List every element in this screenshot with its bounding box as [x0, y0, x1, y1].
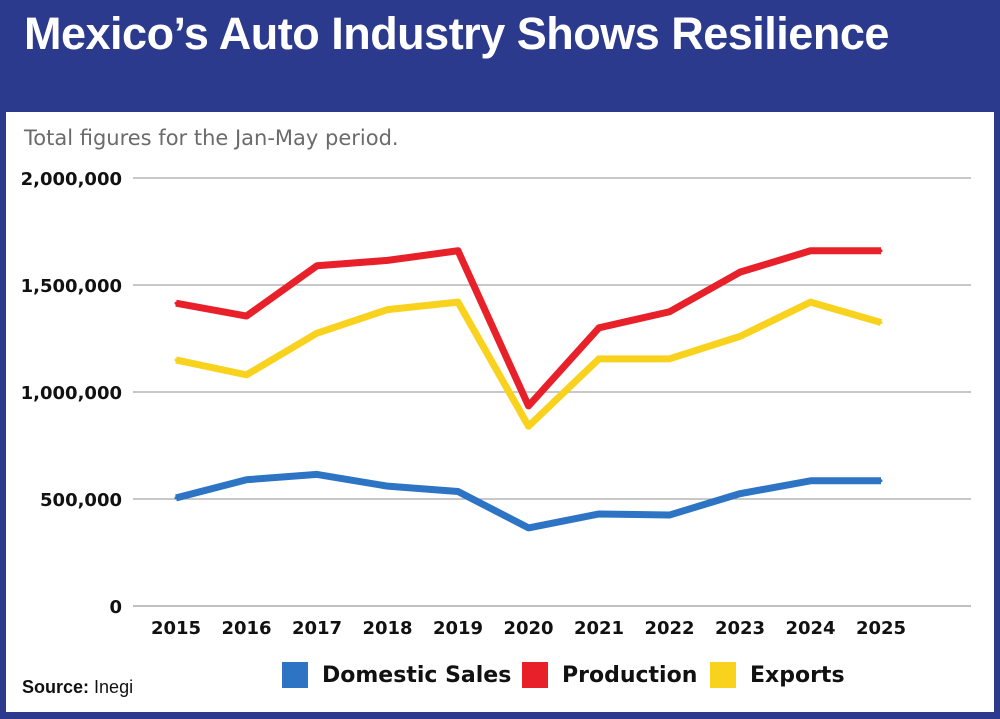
x-tick-label-2021: 2021	[574, 618, 624, 639]
data-point-domestic-sales-2022	[668, 513, 671, 517]
data-point-production-2017	[315, 264, 319, 268]
data-point-exports-2021	[597, 357, 601, 361]
legend-item-exports: Exports	[710, 660, 845, 690]
data-point-domestic-sales-2023	[738, 492, 742, 496]
legend-item-domestic-sales: Domestic Sales	[282, 660, 511, 690]
data-point-domestic-sales-2015	[174, 496, 178, 500]
data-point-exports-2019	[456, 300, 460, 304]
data-point-production-2021	[597, 326, 601, 330]
legend-item-production: Production	[522, 660, 697, 690]
data-point-exports-2016	[245, 373, 248, 377]
legend-swatch-production	[522, 662, 548, 688]
x-tick-label-2023: 2023	[715, 618, 765, 639]
y-tick-label-0: 0	[109, 597, 122, 618]
y-tick-label-4: 2,000,000	[21, 169, 122, 190]
data-point-production-2020	[527, 404, 530, 408]
data-point-production-2025	[879, 249, 883, 253]
legend-label-production: Production	[562, 662, 698, 688]
data-point-production-2018	[386, 258, 389, 262]
legend-swatch-domestic-sales	[282, 662, 308, 688]
x-tick-label-2016: 2016	[221, 618, 271, 639]
y-tick-label-3: 1,500,000	[21, 276, 122, 297]
data-point-domestic-sales-2020	[527, 526, 530, 530]
header-bar: Mexico’s Auto Industry Shows Resilience	[0, 0, 1000, 112]
chart-panel: 0 500,000 1,000,000 1,500,000 2,000,000 2015 2…	[6, 112, 994, 712]
chart-title: Mexico’s Auto Industry Shows Resilience	[24, 8, 889, 59]
x-tick-label-2020: 2020	[503, 618, 553, 639]
x-tick-label-2025: 2025	[856, 618, 906, 639]
x-tick-label-2018: 2018	[362, 618, 412, 639]
x-tick-label-2017: 2017	[292, 618, 342, 639]
data-point-domestic-sales-2021	[597, 512, 601, 516]
x-tick-label-2015: 2015	[151, 618, 201, 639]
x-tick-label-2024: 2024	[785, 618, 835, 639]
data-point-domestic-sales-2019	[456, 490, 460, 494]
series-line-production	[175, 247, 881, 410]
data-point-exports-2018	[386, 308, 389, 312]
data-point-domestic-sales-2017	[315, 472, 319, 476]
legend-label-exports: Exports	[750, 662, 845, 688]
chart-subtitle: Total figures for the Jan-May period.	[24, 126, 399, 150]
data-point-domestic-sales-2024	[809, 479, 812, 483]
series-line-domestic-sales	[175, 470, 881, 532]
data-point-domestic-sales-2025	[879, 479, 883, 483]
data-point-exports-2025	[879, 320, 883, 324]
data-point-production-2016	[245, 314, 248, 318]
data-point-exports-2024	[809, 300, 812, 304]
data-point-production-2022	[668, 310, 671, 314]
data-point-domestic-sales-2016	[245, 478, 248, 482]
line-chart: 0 500,000 1,000,000 1,500,000 2,000,000 2015 2…	[21, 169, 971, 639]
source-note: Source: Inegi	[22, 677, 133, 698]
data-point-domestic-sales-2018	[386, 484, 389, 488]
source-value: Inegi	[94, 677, 134, 697]
data-point-exports-2023	[738, 334, 742, 338]
source-label: Source:	[22, 677, 90, 697]
x-tick-label-2022: 2022	[644, 618, 694, 639]
data-point-exports-2015	[174, 358, 178, 362]
data-point-production-2023	[738, 270, 742, 274]
legend-swatch-exports	[710, 662, 736, 688]
data-point-production-2015	[174, 301, 178, 305]
y-tick-label-1: 500,000	[40, 490, 122, 511]
data-point-production-2024	[809, 249, 812, 253]
data-point-production-2019	[456, 249, 460, 253]
y-tick-label-2: 1,000,000	[21, 383, 122, 404]
data-point-exports-2022	[668, 357, 671, 361]
legend-label-domestic-sales: Domestic Sales	[322, 662, 512, 688]
data-point-exports-2020	[527, 424, 530, 428]
data-point-exports-2017	[315, 331, 319, 335]
x-tick-label-2019: 2019	[433, 618, 483, 639]
